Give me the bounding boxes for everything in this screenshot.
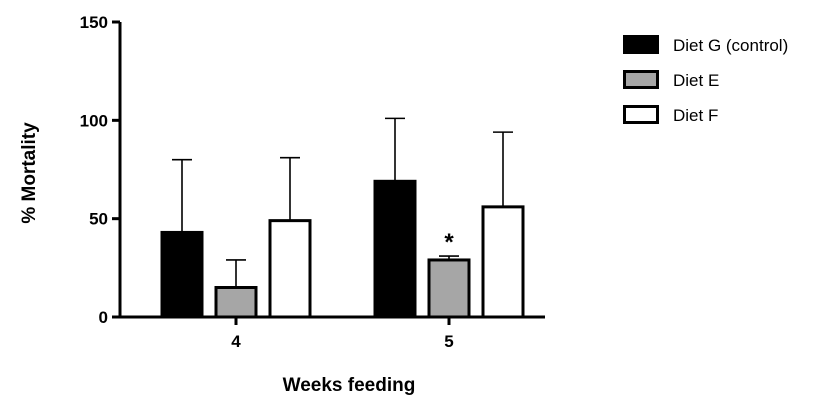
bar: [268, 219, 312, 319]
bar: [373, 179, 417, 319]
bar: [214, 286, 258, 319]
legend-label: Diet G (control): [673, 36, 788, 55]
y-tick-label: 0: [99, 308, 108, 327]
y-axis: 0 50 100 150: [80, 13, 122, 327]
y-tick-label: 50: [89, 210, 108, 229]
legend-label: Diet F: [673, 106, 718, 125]
annotations: *: [444, 229, 454, 256]
y-tick-label: 150: [80, 13, 108, 32]
y-tick-label: 100: [80, 111, 108, 130]
legend: Diet G (control) Diet E Diet F: [623, 35, 788, 125]
y-axis-title: % Mortality: [19, 122, 40, 224]
legend-swatch: [623, 35, 659, 54]
x-tick-label: 5: [444, 332, 453, 351]
bars: [160, 179, 525, 319]
bar: [427, 258, 471, 319]
bar: [481, 205, 525, 319]
legend-swatch: [623, 105, 659, 124]
legend-label: Diet E: [673, 71, 719, 90]
significance-marker: *: [444, 229, 454, 256]
legend-swatch: [623, 70, 659, 89]
x-axis-title: Weeks feeding: [283, 375, 416, 396]
bar: [160, 230, 204, 319]
x-tick-label: 4: [231, 332, 241, 351]
error-bars: [172, 117, 513, 288]
